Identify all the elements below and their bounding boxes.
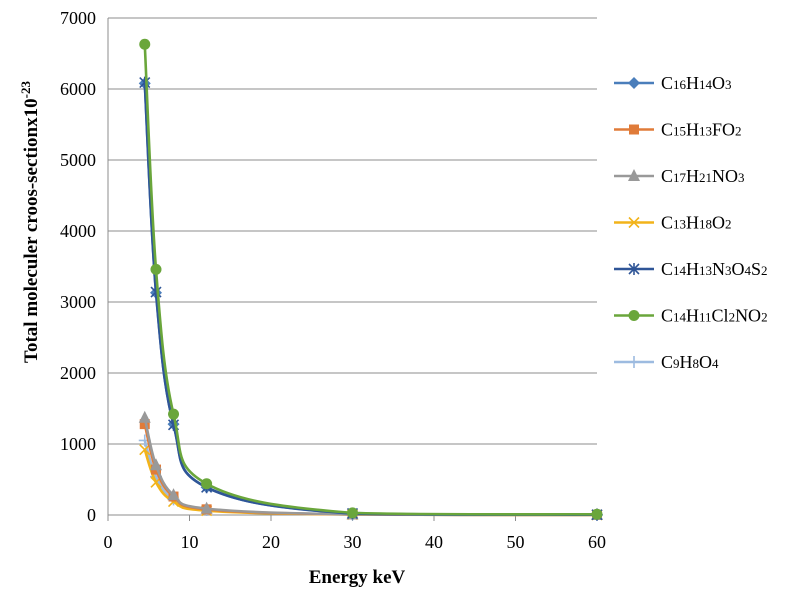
data-point (150, 263, 162, 275)
legend-label: C9H8O4 (661, 352, 719, 372)
y-tick-label: 5000 (60, 150, 96, 170)
data-point (139, 419, 150, 430)
legend-marker (628, 310, 640, 321)
legend-marker (628, 169, 640, 181)
axes (107, 18, 598, 521)
legend-label: C14H13N3O4S2 (661, 259, 768, 279)
series-C17H21NO3 (138, 410, 603, 520)
y-tick-label: 7000 (60, 8, 96, 28)
legend-label: C15H13FO2 (661, 120, 742, 140)
x-tick-label: 50 (507, 532, 525, 552)
series-line (143, 449, 598, 517)
y-tick-label: 0 (87, 505, 96, 525)
data-point (168, 408, 180, 420)
series-C14H11Cl2NO2 (139, 38, 603, 520)
legend-item: C15H13FO2 (614, 120, 742, 140)
data-point (591, 508, 603, 520)
legend-marker (628, 263, 640, 275)
legend-marker (629, 124, 639, 135)
data-point (150, 458, 163, 471)
y-tick-label: 1000 (60, 434, 96, 454)
series-line (143, 44, 598, 516)
y-axis-title-main: Total moleculer croos-sectionx10 (21, 98, 42, 363)
series-C15H13FO2 (139, 419, 602, 520)
legend-marker (628, 77, 640, 89)
data-point (347, 507, 358, 519)
series-line (143, 423, 598, 517)
legend-item: C14H13N3O4S2 (614, 259, 768, 279)
y-tick-label: 4000 (60, 221, 96, 241)
data-point (167, 488, 180, 501)
legend-item: C17H21NO3 (614, 166, 745, 186)
data-point (139, 444, 151, 456)
x-tick-label: 20 (262, 532, 280, 552)
y-axis-title: Total moleculer croos-sectionx10-23 (18, 81, 42, 363)
legend-label: C13H18O2 (661, 213, 732, 233)
series-line (143, 83, 598, 516)
x-tick-label: 30 (344, 532, 362, 552)
data-point (138, 410, 151, 423)
data-point (200, 501, 213, 514)
y-tick-label: 2000 (60, 363, 96, 383)
x-tick-label: 10 (181, 532, 199, 552)
y-axis-title-exponent: -23 (18, 81, 33, 99)
legend-marker (628, 216, 640, 229)
series-line (143, 440, 598, 517)
series-line (143, 82, 598, 516)
legend-item: C16H14O3 (614, 73, 732, 93)
legend-label: C17H21NO3 (661, 166, 745, 186)
legend-marker (628, 356, 640, 368)
series-C14H13N3O4S2 (139, 76, 603, 521)
plot-area (138, 38, 603, 521)
x-axis-title: Energy keV (309, 567, 406, 588)
legend-item: C9H8O4 (614, 352, 719, 372)
series-C16H14O3 (138, 77, 603, 521)
legend-item: C13H18O2 (614, 213, 732, 233)
tick-labels: 0 1000 2000 3000 4000 5000 6000 7000 0 10 20 30 40 50… (60, 8, 606, 552)
data-point (139, 38, 151, 50)
x-tick-label: 40 (425, 532, 443, 552)
data-point (201, 478, 213, 490)
legend: C16H14O3 C15H13FO2 C17H21NO3 C13H18O2 C14H13… (614, 73, 768, 372)
gridlines (108, 17, 597, 445)
legend-label: C16H14O3 (661, 73, 732, 93)
data-point (139, 76, 151, 89)
x-tick-label: 0 (104, 532, 113, 552)
y-tick-label: 6000 (60, 79, 96, 99)
legend-item: C14H11Cl2NO2 (614, 306, 768, 326)
series-line (143, 417, 598, 517)
y-tick-label: 3000 (60, 292, 96, 312)
legend-label: C14H11Cl2NO2 (661, 306, 768, 326)
x-tick-label: 60 (588, 532, 606, 552)
